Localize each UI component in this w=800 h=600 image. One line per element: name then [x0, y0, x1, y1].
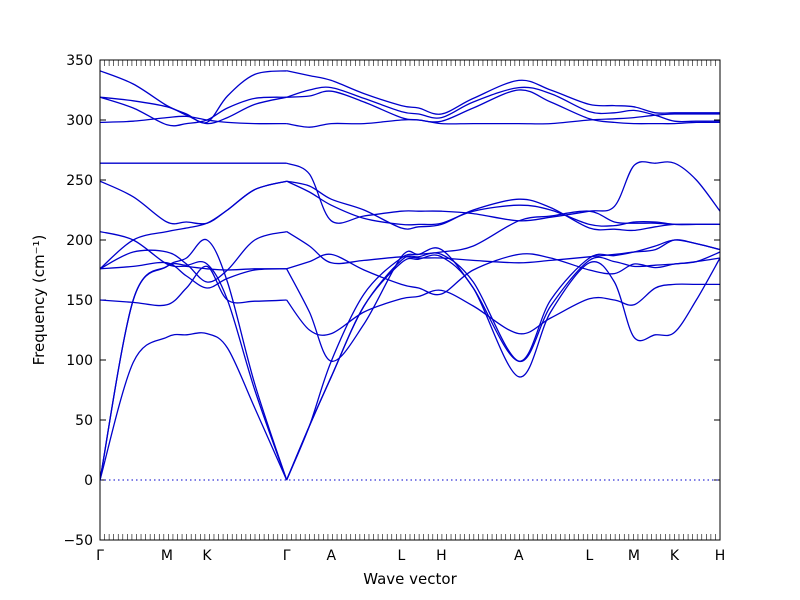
- y-tick-label: 0: [84, 473, 93, 489]
- x-axis-label: Wave vector: [363, 570, 457, 588]
- dispersion-branch: [100, 180, 287, 225]
- dispersion-branch: [100, 70, 287, 124]
- y-tick-label: 200: [66, 233, 93, 249]
- x-tick-label: Γ: [96, 548, 104, 564]
- dispersion-branch: [100, 96, 287, 127]
- dispersion-branch: [100, 265, 287, 307]
- y-tick-label: −50: [63, 533, 93, 549]
- dispersion-branch: [286, 180, 720, 227]
- x-tick-label: L: [585, 548, 593, 564]
- x-tick-label: H: [436, 548, 447, 564]
- x-tick-label: A: [326, 548, 336, 564]
- axis-ticks: [99, 59, 721, 541]
- y-tick-label: 350: [66, 53, 93, 69]
- dispersion-branch: [100, 115, 287, 125]
- dispersion-branch: [286, 113, 720, 128]
- dispersion-branch: [286, 252, 720, 481]
- plot-frame: [99, 59, 721, 541]
- y-tick-label: 150: [66, 293, 93, 309]
- y-tick-label: 300: [66, 113, 93, 129]
- x-tick-label: H: [715, 548, 726, 564]
- dispersion-branch: [100, 230, 287, 271]
- y-axis-label: Frequency (cm⁻¹): [30, 235, 48, 366]
- dispersion-branches: [100, 70, 720, 481]
- dispersion-branch: [286, 231, 720, 265]
- dispersion-branch: [100, 238, 288, 481]
- dispersion-branch: [286, 89, 720, 125]
- dispersion-branch: [286, 161, 720, 224]
- x-tick-label: L: [397, 548, 405, 564]
- x-tick-label: Γ: [283, 548, 291, 564]
- dispersion-branch: [286, 251, 720, 296]
- dispersion-branch: [100, 261, 287, 289]
- dispersion-branch: [100, 332, 288, 481]
- x-tick-label: A: [514, 548, 524, 564]
- dispersion-branch: [286, 283, 720, 336]
- y-tick-label: 100: [66, 353, 93, 369]
- y-tick-label: 50: [75, 413, 93, 429]
- y-tick-label: 250: [66, 173, 93, 189]
- x-tick-label: K: [670, 548, 680, 564]
- dispersion-branch: [286, 180, 720, 232]
- x-tick-label: M: [628, 548, 640, 564]
- dispersion-branch: [100, 230, 287, 283]
- dispersion-branch: [286, 210, 720, 362]
- dispersion-branch: [286, 86, 720, 123]
- dispersion-branch: [100, 261, 288, 481]
- x-tick-label: K: [202, 548, 212, 564]
- x-tick-label: M: [161, 548, 173, 564]
- dispersion-branch: [100, 96, 287, 125]
- y-tick-labels: −50 0 50 100 150 200 250 300 350: [63, 53, 93, 549]
- dispersion-branch: [286, 70, 720, 115]
- dispersion-branch: [286, 239, 720, 481]
